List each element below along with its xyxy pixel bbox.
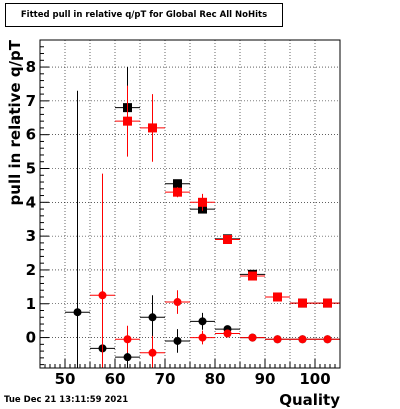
square-marker (173, 179, 182, 189)
circle-marker (148, 313, 157, 322)
data-point (190, 330, 215, 345)
circle-marker (298, 335, 307, 344)
series-2 (65, 90, 340, 368)
data-point (190, 193, 215, 211)
square-marker (148, 123, 157, 133)
circle-marker (123, 353, 132, 362)
title-box: Fitted pull in relative q/pT for Global … (5, 3, 283, 27)
x-tick-label: 90 (255, 370, 276, 388)
series-0 (115, 67, 340, 308)
x-axis-title: Quality (279, 391, 340, 409)
data-point (190, 312, 215, 330)
series-3 (90, 173, 340, 368)
timestamp: Tue Dec 21 13:11:59 2021 (4, 395, 129, 405)
y-tick-label: 7 (26, 92, 36, 110)
circle-marker (248, 333, 257, 342)
circle-marker (173, 336, 182, 345)
x-tick-label: 50 (55, 370, 76, 388)
x-tick-label: 60 (105, 370, 126, 388)
data-point (290, 298, 315, 308)
circle-marker (98, 291, 107, 300)
y-tick-label: 4 (26, 193, 36, 211)
data-point (165, 290, 190, 314)
data-point (215, 329, 240, 338)
circle-marker (273, 335, 282, 344)
y-tick-label: 0 (26, 329, 36, 347)
tick-labels: 50 60 70 80 90 100 0 1 2 3 4 5 6 7 8 (26, 58, 331, 388)
y-axis-title: pull in relative q/pT (6, 39, 24, 205)
data-point (140, 295, 165, 340)
y-tick-label: 5 (26, 159, 36, 177)
x-tick-label: 70 (155, 370, 176, 388)
data-point (165, 187, 190, 198)
square-marker (248, 271, 257, 281)
square-marker (298, 298, 307, 308)
data-point (115, 85, 140, 157)
chart-title: Fitted pull in relative q/pT for Global … (20, 10, 268, 20)
data-point (240, 333, 265, 342)
data-point (165, 329, 190, 353)
axis-ticks (39, 39, 341, 368)
data-point (265, 335, 290, 344)
circle-marker (73, 308, 82, 317)
plot-frame (39, 39, 341, 369)
y-tick-label: 2 (26, 261, 36, 279)
data-point (90, 173, 115, 368)
circle-marker (173, 298, 182, 307)
data-point (265, 292, 290, 302)
data-point (115, 325, 140, 353)
data-point (215, 235, 240, 245)
data-point (315, 335, 340, 344)
x-tick-label: 100 (299, 370, 330, 388)
data-point (165, 179, 190, 189)
data-point (140, 94, 165, 162)
data-markers (65, 67, 340, 368)
square-marker (173, 187, 182, 197)
data-point (290, 335, 315, 344)
square-marker (323, 298, 332, 308)
y-tick-label: 3 (26, 227, 36, 245)
square-marker (223, 235, 232, 245)
y-tick-label: 1 (26, 295, 36, 313)
series-1 (115, 85, 340, 308)
circle-marker (198, 317, 207, 326)
data-point (140, 335, 165, 368)
grid-lines (40, 40, 340, 368)
circle-marker (148, 348, 157, 357)
data-point (315, 298, 340, 308)
square-marker (198, 197, 207, 207)
y-tick-label: 6 (26, 126, 36, 144)
circle-marker (323, 335, 332, 344)
data-point (240, 271, 265, 281)
circle-marker (123, 335, 132, 344)
circle-marker (198, 333, 207, 342)
y-tick-label: 8 (26, 58, 36, 76)
x-tick-label: 80 (205, 370, 226, 388)
data-point (65, 90, 90, 368)
square-marker (273, 292, 282, 302)
square-marker (123, 116, 132, 126)
circle-marker (223, 329, 232, 338)
